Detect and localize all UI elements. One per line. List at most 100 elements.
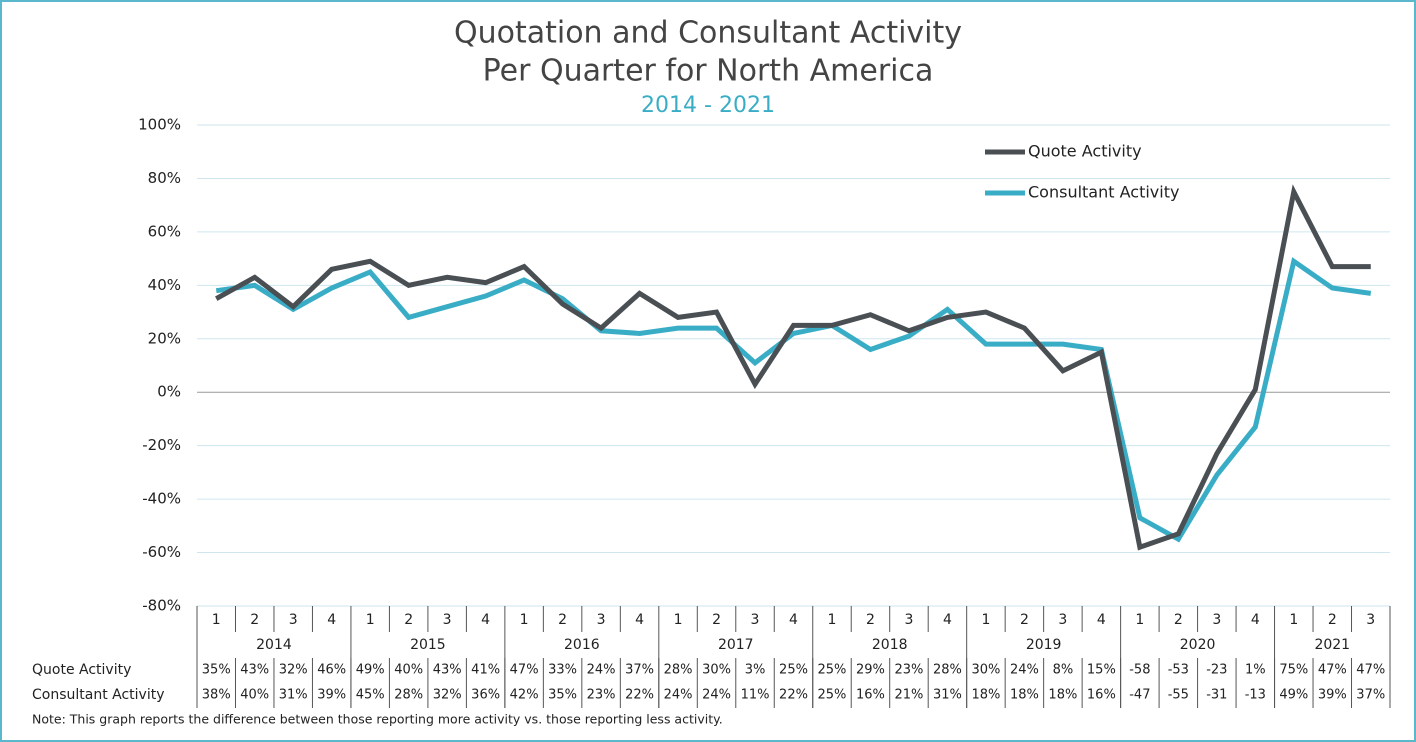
x-tick-label: 4	[1251, 612, 1260, 628]
x-tick-label: 1	[1135, 612, 1144, 628]
data-label: 49%	[1279, 688, 1308, 703]
x-tick-label: 1	[981, 612, 990, 628]
data-label: 21%	[894, 688, 923, 703]
x-tick-label: 1	[1289, 612, 1298, 628]
x-group-label: 2020	[1180, 637, 1216, 653]
y-tick-label: -80%	[142, 597, 181, 615]
data-label: 75%	[1279, 663, 1308, 678]
data-label: -31	[1206, 688, 1227, 703]
x-group-label: 2021	[1314, 637, 1350, 653]
data-label: 40%	[394, 663, 423, 678]
data-label: 43%	[433, 663, 462, 678]
data-label: 30%	[702, 663, 731, 678]
chart-subtitle: 2014 - 2021	[641, 93, 775, 118]
data-label: 22%	[779, 688, 808, 703]
data-label: 30%	[971, 663, 1000, 678]
data-label: 29%	[856, 663, 885, 678]
series-line	[215, 257, 1372, 543]
x-tick-label: 3	[289, 612, 298, 628]
x-tick-label: 3	[1212, 612, 1221, 628]
data-label: 37%	[1356, 688, 1385, 703]
y-tick-label: 40%	[148, 276, 181, 294]
x-tick-label: 3	[751, 612, 760, 628]
x-tick-label: 1	[828, 612, 837, 628]
y-tick-label: 20%	[148, 329, 181, 347]
data-label: 25%	[779, 663, 808, 678]
x-tick-label: 2	[404, 612, 413, 628]
y-tick-label: 80%	[148, 169, 181, 187]
data-label: 18%	[971, 688, 1000, 703]
data-label: 46%	[317, 663, 346, 678]
data-label: 38%	[202, 688, 231, 703]
x-tick-label: 4	[635, 612, 644, 628]
x-tick-label: 4	[1097, 612, 1106, 628]
data-label: 23%	[894, 663, 923, 678]
data-label: 11%	[741, 688, 770, 703]
data-label: -13	[1245, 688, 1266, 703]
data-label: 28%	[394, 688, 423, 703]
x-tick-label: 4	[789, 612, 798, 628]
data-label: 18%	[1010, 688, 1039, 703]
chart-title: Per Quarter for North America	[483, 54, 934, 89]
data-label: -47	[1129, 688, 1150, 703]
x-tick-label: 2	[866, 612, 875, 628]
x-tick-label: 2	[1328, 612, 1337, 628]
data-label: 31%	[279, 688, 308, 703]
x-tick-label: 3	[443, 612, 452, 628]
data-label: 37%	[625, 663, 654, 678]
data-label: 23%	[587, 688, 616, 703]
data-label: 32%	[279, 663, 308, 678]
x-tick-label: 4	[481, 612, 490, 628]
y-tick-label: -20%	[142, 436, 181, 454]
y-tick-label: 60%	[148, 222, 181, 240]
x-tick-label: 4	[327, 612, 336, 628]
legend-label: Quote Activity	[1028, 142, 1142, 161]
data-label: 25%	[818, 688, 847, 703]
data-label: 24%	[664, 688, 693, 703]
x-tick-label: 1	[520, 612, 529, 628]
x-tick-label: 3	[597, 612, 606, 628]
data-label: 28%	[664, 663, 693, 678]
data-label: 24%	[1010, 663, 1039, 678]
x-tick-label: 3	[1366, 612, 1375, 628]
x-tick-label: 1	[674, 612, 683, 628]
x-tick-label: 1	[366, 612, 375, 628]
data-label: -23	[1206, 663, 1227, 678]
data-label: 18%	[1048, 688, 1077, 703]
data-label: 41%	[471, 663, 500, 678]
data-label: 15%	[1087, 663, 1116, 678]
data-label: 24%	[702, 688, 731, 703]
data-label: 32%	[433, 688, 462, 703]
data-label: 33%	[548, 663, 577, 678]
x-group-label: 2017	[718, 637, 754, 653]
x-tick-label: 2	[712, 612, 721, 628]
data-label: -58	[1129, 663, 1150, 678]
y-tick-label: 100%	[138, 116, 181, 134]
data-label: 39%	[1318, 688, 1347, 703]
x-tick-label: 2	[1020, 612, 1029, 628]
y-tick-label: -40%	[142, 490, 181, 508]
x-tick-label: 3	[1058, 612, 1067, 628]
data-label: 16%	[856, 688, 885, 703]
data-label: 28%	[933, 663, 962, 678]
data-label: 43%	[240, 663, 269, 678]
data-label: 35%	[548, 688, 577, 703]
x-group-label: 2015	[410, 637, 446, 653]
data-label: 42%	[510, 688, 539, 703]
data-label: 49%	[356, 663, 385, 678]
data-label: -55	[1168, 688, 1189, 703]
data-label: 40%	[240, 688, 269, 703]
x-tick-label: 1	[212, 612, 221, 628]
y-tick-label: 0%	[157, 383, 181, 401]
data-label: 36%	[471, 688, 500, 703]
x-tick-label: 2	[1174, 612, 1183, 628]
data-label: 3%	[745, 663, 766, 678]
x-group-label: 2014	[256, 637, 292, 653]
x-tick-label: 4	[943, 612, 952, 628]
data-label: 8%	[1053, 663, 1074, 678]
x-tick-label: 2	[558, 612, 567, 628]
note: Note: This graph reports the difference …	[32, 712, 723, 727]
data-label: 45%	[356, 688, 385, 703]
